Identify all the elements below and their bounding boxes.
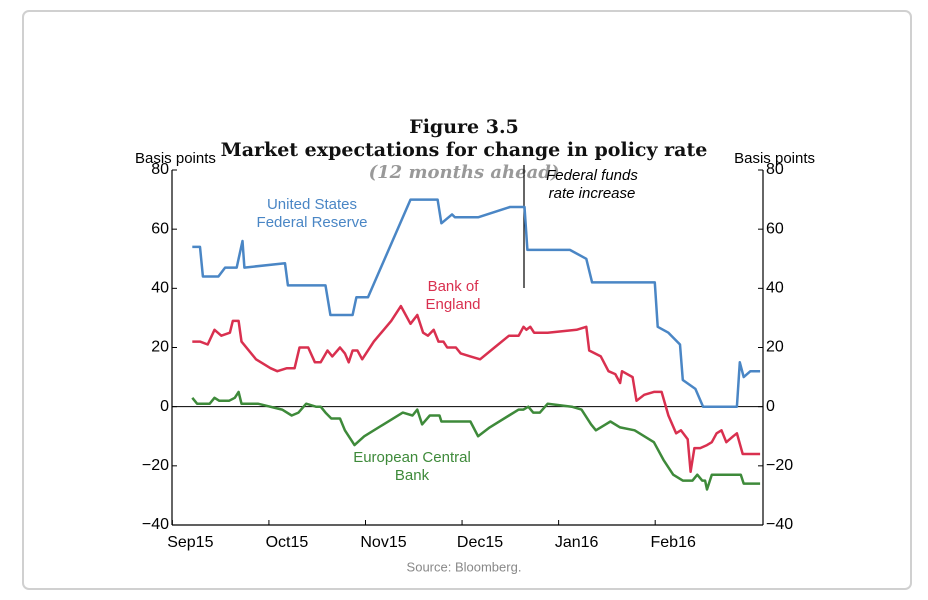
y-tick-label: 0 (160, 398, 169, 415)
y-tick-label: 60 (151, 220, 169, 237)
y2-tick-label: 40 (766, 280, 784, 297)
y2-tick-label: 60 (766, 220, 784, 237)
series-line (192, 304, 761, 474)
y-tick-label: 40 (151, 280, 169, 297)
y2-tick-label: 0 (766, 398, 775, 415)
series-label: Bank of (428, 278, 480, 295)
y-tick-label: −40 (142, 516, 169, 533)
series-line (191, 390, 761, 491)
y-axis-label: Basis points (135, 150, 216, 167)
x-tick-label: Feb16 (651, 534, 696, 551)
series-label: Federal Reserve (257, 214, 368, 231)
y2-tick-label: −40 (766, 516, 793, 533)
x-tick-label: Nov15 (360, 534, 406, 551)
series-label: United States (267, 196, 357, 213)
series-line (192, 198, 761, 408)
x-tick-label: Sep15 (167, 534, 213, 551)
chart-subtitle: (12 months ahead) (369, 162, 560, 183)
y2-tick-label: −20 (766, 457, 793, 474)
series-label: England (425, 296, 480, 313)
y-tick-label: 20 (151, 339, 169, 356)
y2-axis-label: Basis points (734, 150, 815, 167)
annotation-text: rate increase (549, 185, 636, 202)
x-tick-label: Oct15 (266, 534, 309, 551)
annotation-text: Federal funds (546, 167, 638, 184)
y-tick-label: −20 (142, 457, 169, 474)
figure-label: Figure 3.5 (409, 116, 519, 138)
y-tick-label: 80 (151, 161, 169, 178)
series-label: Bank (395, 467, 430, 484)
y2-tick-label: 80 (766, 161, 784, 178)
x-tick-label: Jan16 (555, 534, 599, 551)
x-tick-label: Dec15 (457, 534, 503, 551)
y2-tick-label: 20 (766, 339, 784, 356)
chart-title: Market expectations for change in policy… (221, 139, 708, 161)
source: Source: Bloomberg. (407, 559, 522, 574)
series-label: European Central (353, 449, 471, 466)
